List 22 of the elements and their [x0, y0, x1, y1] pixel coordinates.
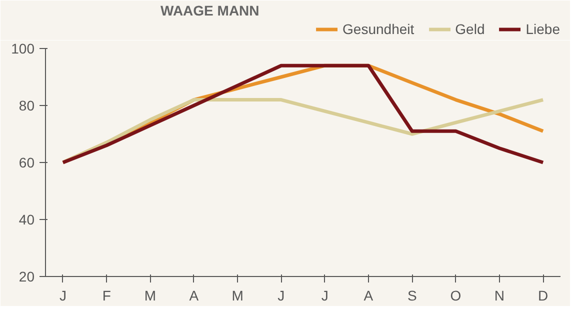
x-tick-label: A — [364, 288, 374, 304]
x-tick-label: O — [450, 288, 462, 304]
y-tick-label: 40 — [18, 212, 35, 228]
legend-label: Liebe — [526, 21, 560, 37]
x-tick-label: J — [321, 288, 328, 304]
x-tick-label: S — [407, 288, 417, 304]
x-tick-label: M — [144, 288, 156, 304]
x-tick-label: A — [189, 288, 200, 304]
x-tick-label: J — [59, 288, 66, 304]
chart-title: WAAGE MANN — [160, 2, 260, 18]
x-tick-label: J — [278, 288, 285, 304]
x-tick-label: N — [494, 288, 504, 304]
line-series — [61, 64, 545, 164]
x-tick-label: D — [538, 288, 548, 304]
y-tick-label: 60 — [18, 154, 35, 170]
y-tick-label: 100 — [11, 40, 35, 56]
legend-label: Geld — [455, 21, 485, 37]
x-tick-label: F — [102, 288, 111, 304]
y-tick-label: 20 — [18, 268, 35, 284]
x-tick-label: M — [232, 288, 244, 304]
y-tick-label: 80 — [18, 98, 35, 114]
legend-label: Gesundheit — [342, 21, 414, 37]
